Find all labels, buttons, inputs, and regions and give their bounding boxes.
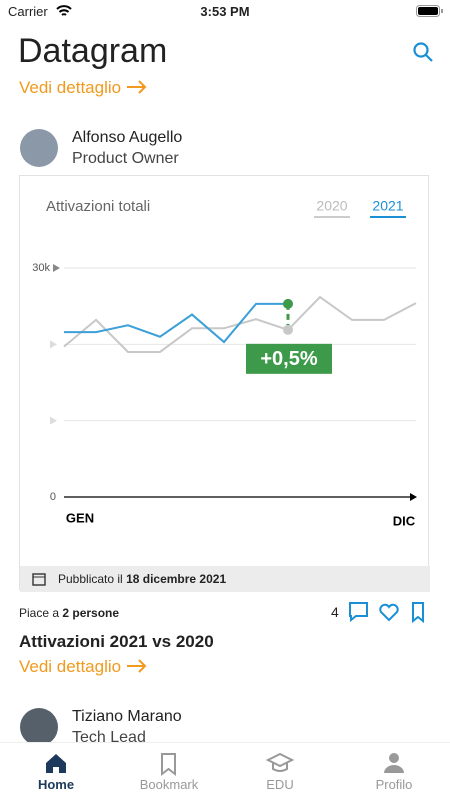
likes: Piace a 2 persone — [19, 606, 119, 620]
published-bar: Pubblicato il 18 dicembre 2021 — [20, 566, 430, 592]
link-text[interactable]: Vedi dettaglio — [19, 78, 122, 97]
tab-icons — [46, 752, 404, 777]
guide-arrow — [50, 416, 57, 425]
detail-link[interactable]: Vedi dettaglio — [19, 657, 148, 677]
tab[interactable]: Profilo — [375, 777, 413, 792]
actions[interactable] — [347, 600, 432, 624]
x-tick-label: GEN — [66, 510, 94, 525]
guide-arrow — [50, 340, 57, 349]
wifi-icon — [56, 5, 72, 16]
chart: Attivazioni totali 0 30k GEN DIC 2020 2021 +0,… — [32, 198, 417, 528]
marker — [283, 298, 293, 309]
arrow — [126, 659, 147, 673]
avatar — [20, 129, 58, 167]
series-line — [64, 302, 288, 344]
y-tick-label: 0 — [50, 491, 56, 503]
tab[interactable]: Bookmark — [139, 777, 199, 792]
search-icon[interactable] — [412, 41, 436, 65]
chart-title: Attivazioni totali — [46, 198, 150, 215]
app-title: Datagram — [18, 32, 168, 70]
avatar — [20, 708, 58, 746]
annotation-box — [246, 343, 332, 374]
axis-arrow — [410, 493, 417, 501]
legend-label: 2020 — [316, 198, 347, 214]
y-tick-label: 30k — [32, 262, 50, 274]
author: Tiziano Marano — [72, 708, 182, 725]
author: Alfonso Augello — [72, 129, 183, 146]
tab[interactable]: EDU — [266, 777, 294, 792]
link-text[interactable]: Vedi dettaglio — [19, 657, 122, 676]
tab[interactable]: Home — [37, 777, 75, 792]
carrier: Carrier — [8, 4, 48, 19]
tab-bar: Home Bookmark EDU Profilo — [0, 742, 450, 801]
annotation: +0,5% — [260, 348, 317, 370]
x-tick-label: DIC — [393, 513, 416, 528]
calendar-icon — [32, 573, 46, 586]
marker — [283, 324, 293, 335]
role: Tech Lead — [72, 729, 146, 746]
battery — [416, 5, 443, 17]
time: 3:53 PM — [200, 4, 250, 19]
likes-count: 2 persone — [62, 606, 120, 620]
arrow — [126, 80, 147, 94]
tick-arrow — [53, 264, 60, 272]
legend-label: 2021 — [372, 198, 403, 214]
likes-prefix: Piace a — [19, 606, 60, 620]
role: Product Owner — [72, 150, 179, 167]
published-date: 18 dicembre 2021 — [126, 572, 227, 586]
published-prefix: Pubblicato il — [58, 572, 123, 586]
comment-count: 4 — [331, 604, 339, 620]
detail-link[interactable]: Vedi dettaglio — [19, 78, 148, 98]
post-title: Attivazioni 2021 vs 2020 — [19, 632, 214, 651]
